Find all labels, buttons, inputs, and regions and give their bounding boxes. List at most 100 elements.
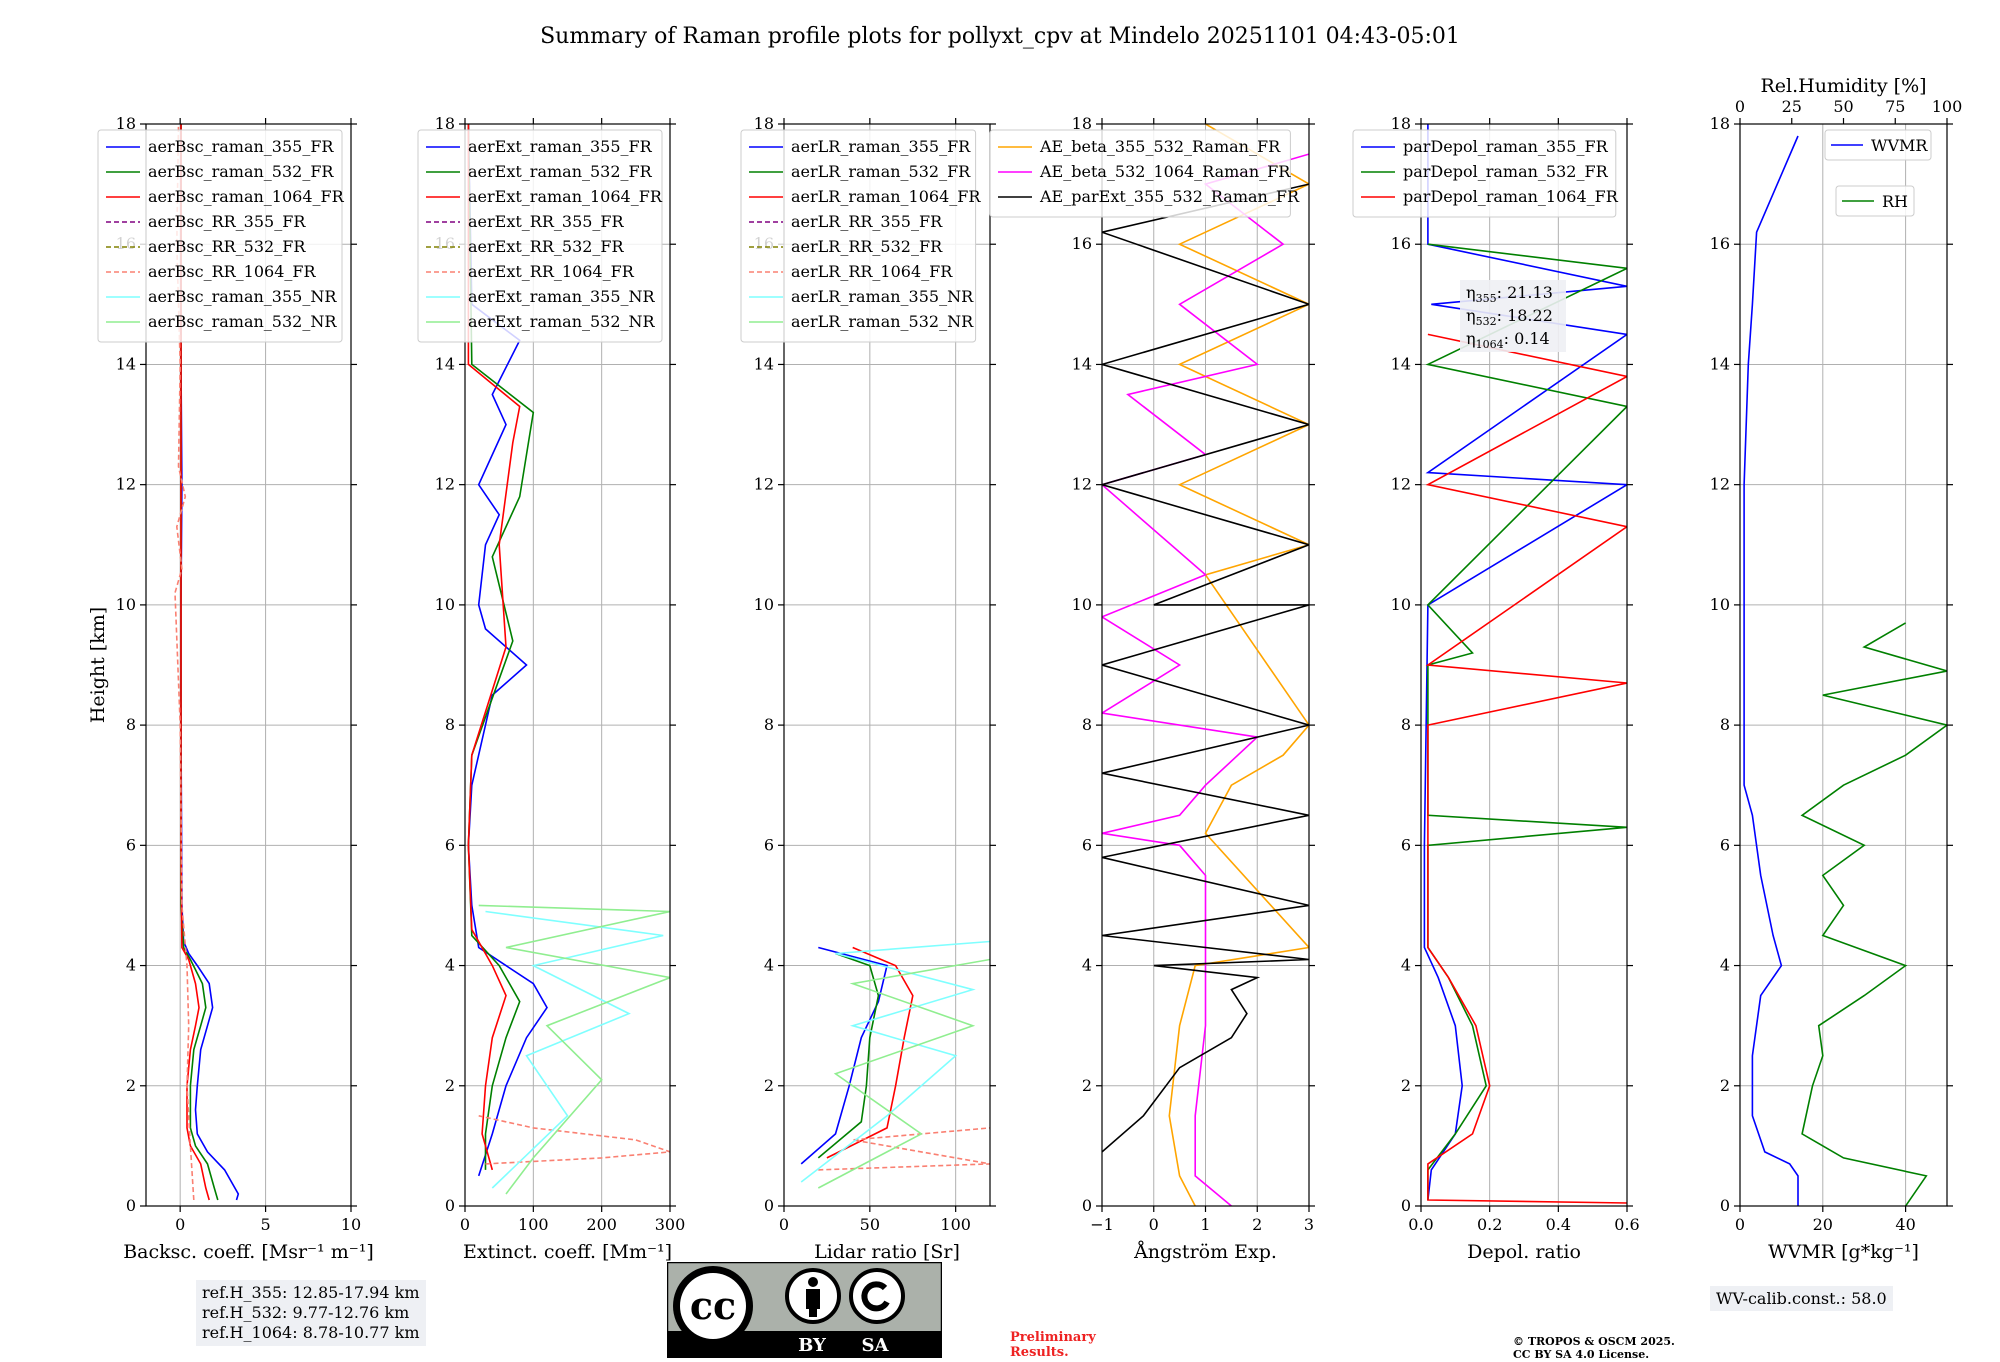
x-tick-label: 3 — [1304, 1215, 1314, 1234]
wv-calib-label: WV-calib.const.: 58.0 — [1710, 1286, 1893, 1311]
x-tick-label: 0.6 — [1614, 1215, 1639, 1234]
y-tick-label: 6 — [1720, 835, 1730, 854]
legend-label: aerLR_raman_532_NR — [791, 312, 974, 331]
legend-box — [989, 129, 1291, 218]
y-tick-label: 10 — [1710, 595, 1730, 614]
y-tick-label: 6 — [1082, 835, 1092, 854]
y-tick-label: 6 — [126, 835, 136, 854]
legend-label: RH — [1882, 192, 1908, 211]
x-tick-label: 0.4 — [1546, 1215, 1571, 1234]
y-tick-label: 14 — [435, 354, 455, 373]
y-tick-label: 10 — [754, 595, 774, 614]
y-tick-label: 14 — [116, 354, 136, 373]
legend-label: aerExt_raman_532_FR — [468, 162, 653, 181]
cc-text: cc — [690, 1283, 736, 1328]
series-aerext-raman-1064-fr — [467, 124, 521, 1171]
series-aerext-rr-1064-fr — [478, 1115, 670, 1165]
x2-tick-label: 75 — [1885, 97, 1905, 116]
y-tick-label: 12 — [1710, 475, 1730, 494]
y-tick-label: 12 — [435, 475, 455, 494]
eta-1064: η1064: 0.14 — [1466, 329, 1550, 351]
y-tick-label: 4 — [1401, 956, 1411, 975]
x-axis-label: WVMR [g*kg⁻¹] — [1768, 1241, 1919, 1263]
y-tick-label: 8 — [1082, 715, 1092, 734]
x-axis-label: Backsc. coeff. [Msr⁻¹ m⁻¹] — [123, 1241, 374, 1263]
y-tick-label: 10 — [435, 595, 455, 614]
legend-box — [417, 129, 663, 343]
y-tick-label: 0 — [1401, 1196, 1411, 1215]
y-tick-label: 10 — [116, 595, 136, 614]
legend-label: aerLR_raman_355_NR — [791, 287, 974, 306]
legend-label: aerLR_RR_532_FR — [791, 237, 943, 256]
legend-label: aerExt_RR_1064_FR — [468, 262, 635, 281]
y-tick-label: 0 — [1082, 1196, 1092, 1215]
panel-depol: 0 2 4 6 8 10 12 14 16 18 0.0 0.2 0.4 0.6 Depol. ratio p… — [1352, 114, 1640, 1263]
y-tick-label: 0 — [126, 1196, 136, 1215]
legend-label: aerBsc_raman_355_FR — [148, 137, 334, 156]
legend-label: AE_parExt_355_532_Raman_FR — [1039, 187, 1300, 206]
legend-wvmr: WVMR — [1824, 129, 1932, 161]
ref-height-box: ref.H_355: 12.85-17.94 km ref.H_532: 9.7… — [196, 1280, 426, 1346]
legend-label: aerBsc_raman_1064_FR — [148, 187, 345, 206]
legend-label: AE_beta_355_532_Raman_FR — [1039, 137, 1281, 156]
x-axis-label: Ångström Exp. — [1133, 1241, 1277, 1263]
legend-label: parDepol_raman_355_FR — [1403, 137, 1609, 156]
y-tick-label: 2 — [1082, 1076, 1092, 1095]
y-tick-label: 0 — [1720, 1196, 1730, 1215]
y-tick-label: 2 — [1720, 1076, 1730, 1095]
series-group — [800, 940, 990, 1189]
y-tick-label: 8 — [1401, 715, 1411, 734]
y-tick-label: 18 — [754, 114, 774, 133]
series-ae-parext-355-532-raman-fr — [1102, 183, 1309, 1153]
y-tick-label: 8 — [445, 715, 455, 734]
panel-ext: 0246810121416180100200300Extinct. coeff.… — [417, 114, 686, 1263]
y-tick-label: 18 — [1710, 114, 1730, 133]
series-aerext-raman-532-nr — [478, 904, 670, 1195]
by-text: BY — [798, 1335, 827, 1356]
x-tick-label: 2 — [1252, 1215, 1262, 1234]
x2-axis-label: Rel.Humidity [%] — [1760, 75, 1926, 97]
legend-bsc: aerBsc_raman_355_FR aerBsc_raman_532_FRae… — [97, 129, 345, 343]
y-tick-label: 4 — [126, 956, 136, 975]
x-tick-label: 1 — [1200, 1215, 1210, 1234]
preliminary-note: Preliminary Results. — [1010, 1330, 1096, 1360]
y-tick-label: 12 — [1391, 475, 1411, 494]
legend-label: aerBsc_raman_532_NR — [148, 312, 337, 331]
y-tick-label: 12 — [754, 475, 774, 494]
y-tick-label: 16 — [1072, 234, 1092, 253]
legend-box — [740, 129, 977, 343]
copyright-note: © TROPOS & OSCM 2025. CC BY SA 4.0 Licen… — [1513, 1335, 1675, 1361]
copyright-line-2: CC BY SA 4.0 License. — [1513, 1348, 1650, 1361]
y-tick-label: 2 — [126, 1076, 136, 1095]
series-ae-beta-532-1064-raman-fr — [1102, 153, 1309, 1206]
x-tick-label: 0 — [175, 1215, 185, 1234]
legend-label: aerLR_RR_355_FR — [791, 212, 943, 231]
x-tick-label: 0 — [779, 1215, 789, 1234]
series-ae-beta-355-532-raman-fr — [1168, 124, 1309, 1206]
axes-frame — [464, 123, 671, 1207]
legend-label: aerBsc_RR_355_FR — [148, 212, 306, 231]
axes-frame — [783, 123, 991, 1207]
ref-height-532: ref.H_532: 9.77-12.76 km — [202, 1303, 410, 1322]
x-tick-label: 0 — [1735, 1215, 1745, 1234]
series-aerext-raman-355-fr — [467, 124, 548, 1177]
legend-ext: aerExt_raman_355_FR aerExt_raman_532_FRae… — [417, 129, 663, 343]
x-tick-label: 100 — [940, 1215, 971, 1234]
legend-label: parDepol_raman_1064_FR — [1403, 187, 1619, 206]
x-tick-label: 300 — [655, 1215, 686, 1234]
y-tick-label: 10 — [1391, 595, 1411, 614]
preliminary-line-2: Results. — [1010, 1345, 1069, 1360]
y-tick-label: 4 — [1720, 956, 1730, 975]
x-tick-label: 0.2 — [1477, 1215, 1502, 1234]
legend-box — [1352, 129, 1617, 218]
legend-label: aerBsc_raman_532_FR — [148, 162, 334, 181]
y-tick-label: 0 — [764, 1196, 774, 1215]
y-tick-label: 2 — [445, 1076, 455, 1095]
y-tick-label: 6 — [1401, 835, 1411, 854]
series-aerlr-raman-532-nr — [817, 958, 990, 1189]
x-tick-label: 200 — [586, 1215, 617, 1234]
legend-label: aerLR_raman_532_FR — [791, 162, 971, 181]
